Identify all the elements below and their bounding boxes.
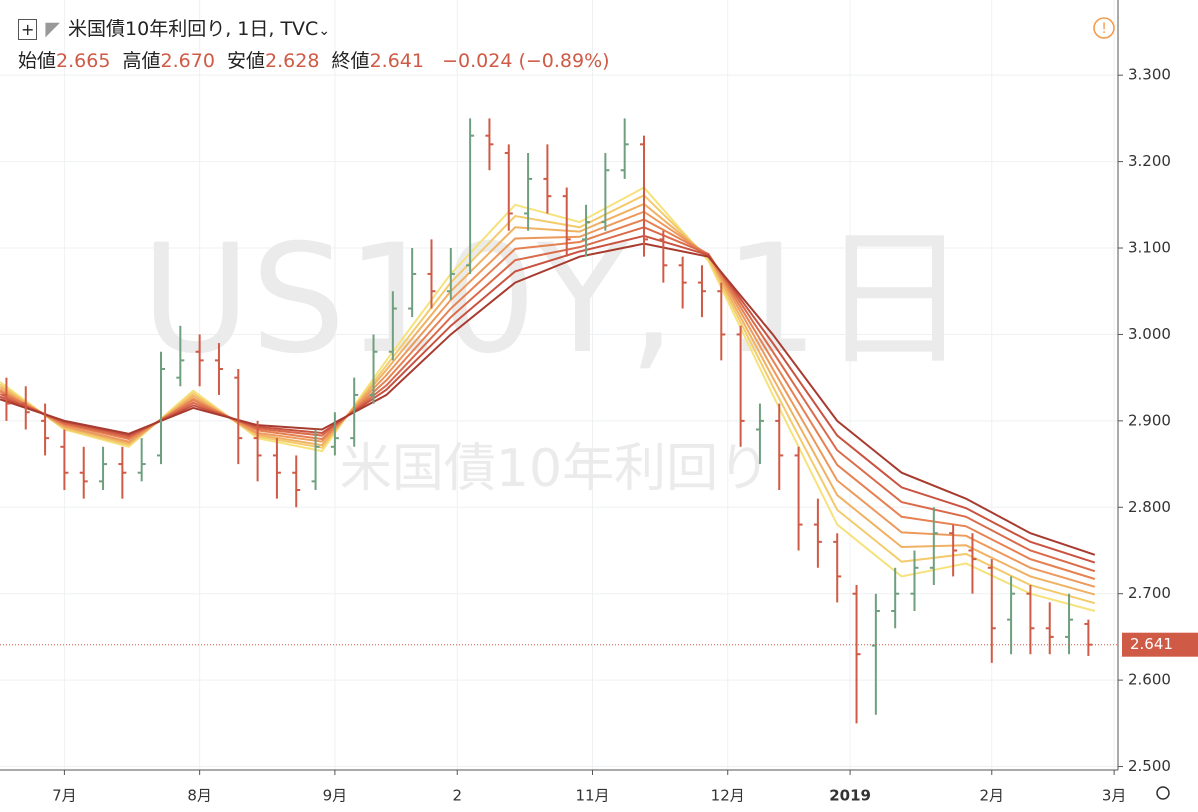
watermark-sub: 米国債10年利回り (340, 439, 770, 499)
legend-label: 高値 (122, 50, 161, 72)
legend-label: 安値 (227, 50, 266, 72)
x-tick-label: 2 (452, 787, 462, 805)
y-tick-label: 2.800 (1128, 498, 1171, 516)
x-tick-label: 2月 (980, 787, 1005, 805)
moving-average-line (0, 202, 1096, 596)
alert-icon-mark: ! (1101, 21, 1107, 37)
x-tick-label: 7月 (52, 787, 77, 805)
expand-icon[interactable]: + (18, 19, 38, 40)
x-tick-label: 12月 (711, 787, 745, 805)
x-tick-label: 2019 (829, 787, 871, 805)
y-tick-label: 3.300 (1128, 66, 1171, 84)
last-price-box (1122, 632, 1198, 657)
y-tick-label: 3.200 (1128, 152, 1171, 170)
caret[interactable]: ⌄ (318, 23, 331, 39)
legend-value: 2.628 (265, 50, 320, 72)
legend-change: −0.024 (−0.89%) (442, 50, 610, 72)
flag-icon: ◤ (45, 18, 61, 40)
x-tick-label: 11月 (575, 787, 609, 805)
x-tick-label: 8月 (187, 787, 212, 805)
last-price-label: 2.641 (1130, 635, 1173, 653)
y-tick-label: 3.100 (1128, 239, 1171, 257)
symbol[interactable]: 米国債10年利回り, 1日, TVC (68, 18, 319, 40)
y-tick-label: 2.600 (1128, 671, 1171, 689)
alert-icon[interactable] (1093, 17, 1115, 39)
y-tick-label: 2.500 (1128, 757, 1171, 775)
legend-value: 2.665 (56, 50, 111, 72)
legend-value: 2.641 (369, 50, 424, 72)
moving-average-line (0, 194, 1096, 605)
moving-average-line (0, 186, 1096, 612)
legend-label: 始値 (18, 50, 57, 72)
moving-average-line (0, 226, 1096, 573)
y-tick-label: 2.700 (1128, 584, 1171, 602)
header-row: + ◤ 米国債10年利回り, 1日, TVC⌄ (18, 14, 330, 41)
moving-average-line (0, 234, 1096, 564)
legend-value: 2.670 (160, 50, 215, 72)
watermark-main: US10Y, 1日 (141, 213, 969, 387)
settings-icon[interactable] (1156, 786, 1170, 800)
x-tick-label: 9月 (323, 787, 348, 805)
moving-average-line (0, 218, 1096, 580)
y-tick-label: 2.900 (1128, 411, 1171, 429)
moving-average-line (0, 242, 1096, 556)
y-tick-label: 3.000 (1128, 325, 1171, 343)
ohlc-legend: 始値2.665 高値2.670 安値2.628 終値2.641 −0.024 (… (18, 46, 610, 73)
legend-label: 終値 (331, 50, 370, 72)
x-tick-label: 3月 (1102, 787, 1127, 805)
